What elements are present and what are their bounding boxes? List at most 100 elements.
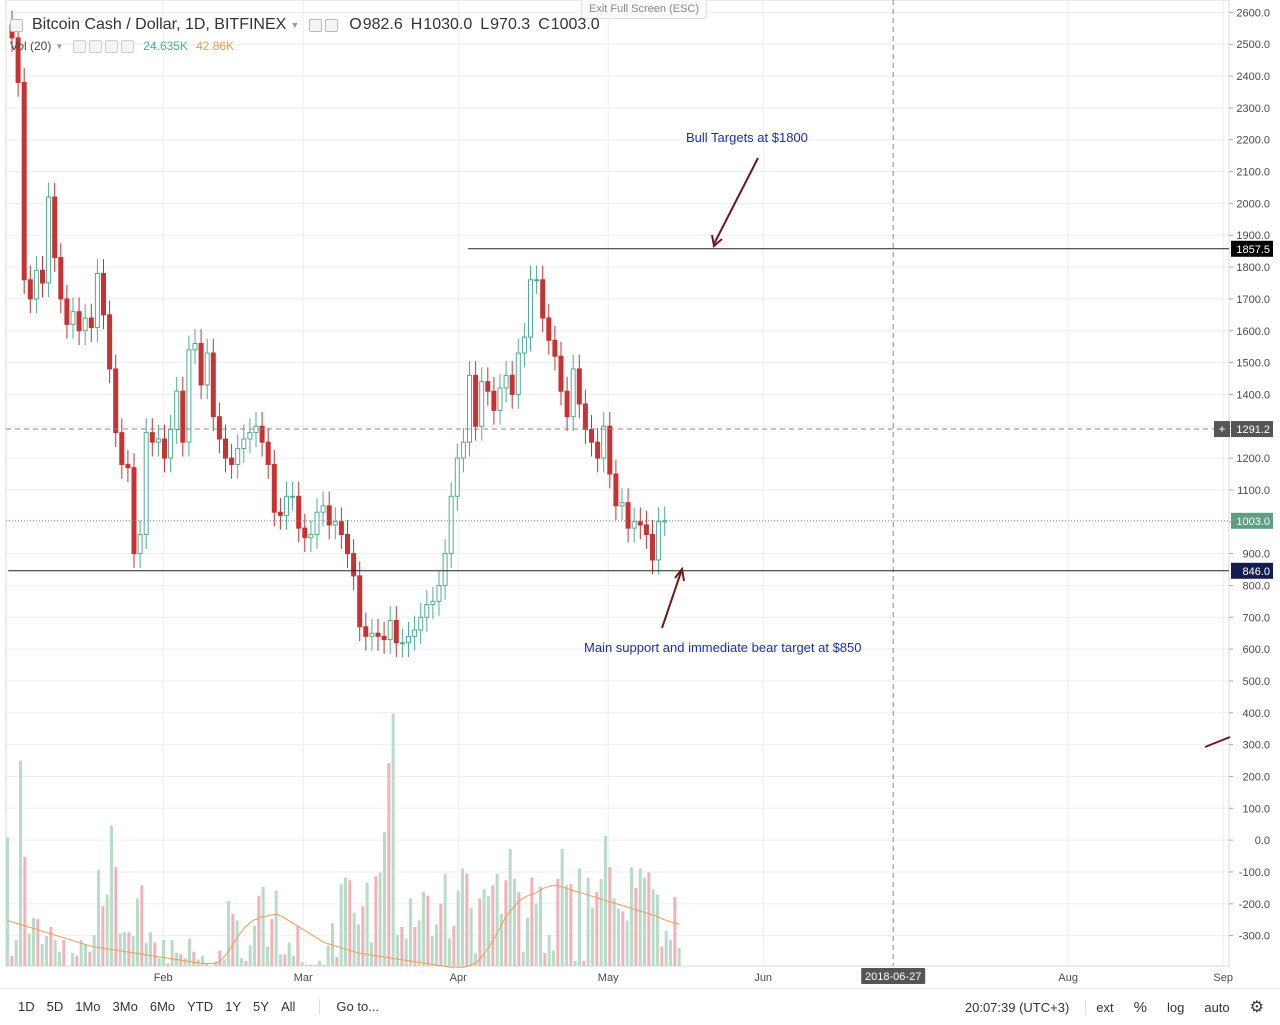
y-tick-label: -100.0: [1239, 867, 1270, 879]
volume-bar: [435, 924, 438, 966]
range-1d-button[interactable]: 1D: [18, 999, 35, 1014]
volume-label[interactable]: Vol (20): [10, 39, 52, 53]
y-tick-label: 2100.0: [1236, 167, 1270, 179]
candle-body: [393, 619, 399, 644]
candle-body: [15, 37, 21, 83]
volume-bar: [430, 936, 434, 966]
volume-bar: [183, 958, 187, 966]
candle-body: [607, 425, 613, 475]
extended-hours-toggle[interactable]: ext: [1096, 999, 1114, 1015]
range-1mo-button[interactable]: 1Mo: [75, 999, 101, 1014]
goto-date-button[interactable]: Go to...: [319, 999, 385, 1014]
volume-bar: [344, 877, 347, 966]
chevron-down-icon[interactable]: ▼: [290, 20, 300, 30]
volume-bar: [97, 869, 100, 966]
range-5d-button[interactable]: 5D: [46, 999, 64, 1014]
y-tick-label: 700.0: [1242, 612, 1270, 624]
range-5y-button[interactable]: 5Y: [253, 999, 269, 1014]
candle-body: [656, 521, 662, 561]
symbol-title[interactable]: Bitcoin Cash / Dollar, 1D, BITFINEX: [32, 16, 287, 33]
volume-bar: [651, 889, 655, 966]
candle-body: [558, 355, 564, 392]
percent-scale-toggle[interactable]: %: [1133, 998, 1147, 1016]
volume-settings-icon[interactable]: [89, 39, 103, 53]
y-tick-label: 1100.0: [1237, 485, 1270, 497]
volume-bar: [352, 912, 356, 966]
volume-bar: [387, 763, 391, 966]
candle-body: [497, 387, 503, 411]
candle-body: [314, 511, 320, 535]
settings-icon[interactable]: [325, 18, 339, 32]
hide-volume-icon[interactable]: [73, 39, 87, 53]
volume-bar: [487, 895, 490, 966]
volume-bar: [478, 898, 482, 966]
volume-bar: [157, 958, 161, 966]
volume-bar: [227, 901, 230, 966]
y-tick-label: 0.0: [1255, 835, 1270, 847]
candle-body: [253, 425, 259, 434]
price-axis: 2600.0 2500.0 2400.0 2300.0 2200.0 2100.0 2000…: [1214, 7, 1273, 943]
x-tick-label: Sep: [1213, 972, 1233, 984]
volume-bar: [461, 868, 464, 966]
add-icon[interactable]: [105, 39, 119, 53]
remove-icon[interactable]: [121, 39, 135, 53]
volume-bar: [417, 920, 421, 966]
gear-icon[interactable]: ⚙: [1249, 999, 1264, 1016]
volume-bar: [517, 891, 521, 966]
volume-bar: [578, 868, 581, 966]
volume-bar: [62, 940, 66, 966]
volume-bar: [422, 891, 425, 966]
candle-body: [210, 352, 216, 418]
candle-body: [137, 533, 143, 555]
y-tick-label: 900.0: [1242, 549, 1270, 561]
volume-bar: [123, 932, 126, 966]
range-1y-button[interactable]: 1Y: [225, 999, 242, 1014]
candle-body: [259, 425, 265, 443]
volume-bar: [370, 942, 373, 966]
candle-body: [601, 425, 607, 459]
volume-bar: [101, 906, 105, 966]
collapse-icon[interactable]: [10, 18, 23, 32]
range-6mo-button[interactable]: 6Mo: [149, 999, 176, 1014]
candle-body: [418, 616, 424, 631]
clock-readout[interactable]: 20:07:39 (UTC+3): [955, 999, 1087, 1015]
exit-fullscreen-button[interactable]: Exit Full Screen (ESC): [581, 0, 707, 19]
candle-body: [375, 632, 381, 637]
bear-target-annotation[interactable]: Main support and immediate bear target a…: [584, 640, 862, 655]
volume-bar: [45, 936, 48, 966]
candle-body: [119, 432, 125, 465]
volume-bar: [253, 925, 256, 966]
candle-body: [332, 521, 338, 526]
volume-bar: [456, 890, 460, 966]
volume-bar: [322, 964, 326, 966]
range-all-button[interactable]: All: [280, 999, 296, 1014]
candle-body: [101, 272, 106, 316]
range-ytd-button[interactable]: YTD: [187, 999, 214, 1014]
chevron-down-icon[interactable]: ▼: [55, 41, 64, 51]
high-label: H: [410, 16, 423, 33]
price-chart[interactable]: 2600.0 2500.0 2400.0 2300.0 2200.0 2100.0 2000…: [0, 0, 1280, 988]
y-tick-label: -300.0: [1239, 931, 1270, 943]
y-tick-label: 500.0: [1242, 676, 1270, 688]
price-label-box: [1231, 562, 1273, 579]
candle-body: [643, 524, 649, 535]
y-tick-label: 100.0: [1242, 803, 1270, 815]
log-scale-toggle[interactable]: log: [1166, 999, 1185, 1015]
candle-body: [308, 533, 314, 539]
plus-icon: +: [1218, 422, 1225, 436]
volume-bar: [677, 947, 681, 966]
auto-scale-toggle[interactable]: auto: [1204, 999, 1230, 1015]
crosshair-plus-button: [1214, 421, 1230, 438]
price-label-text: 846.0: [1242, 566, 1270, 578]
candle-body: [351, 553, 357, 577]
volume-bar: [105, 894, 109, 966]
candle-body: [467, 374, 472, 443]
volume-bar: [504, 880, 508, 966]
volume-bar: [357, 924, 360, 966]
bull-target-annotation[interactable]: Bull Targets at $1800: [686, 130, 808, 145]
range-3mo-button[interactable]: 3Mo: [112, 999, 138, 1014]
candle-body: [192, 342, 198, 351]
hide-series-icon[interactable]: [309, 18, 323, 32]
candle-body: [357, 575, 363, 628]
